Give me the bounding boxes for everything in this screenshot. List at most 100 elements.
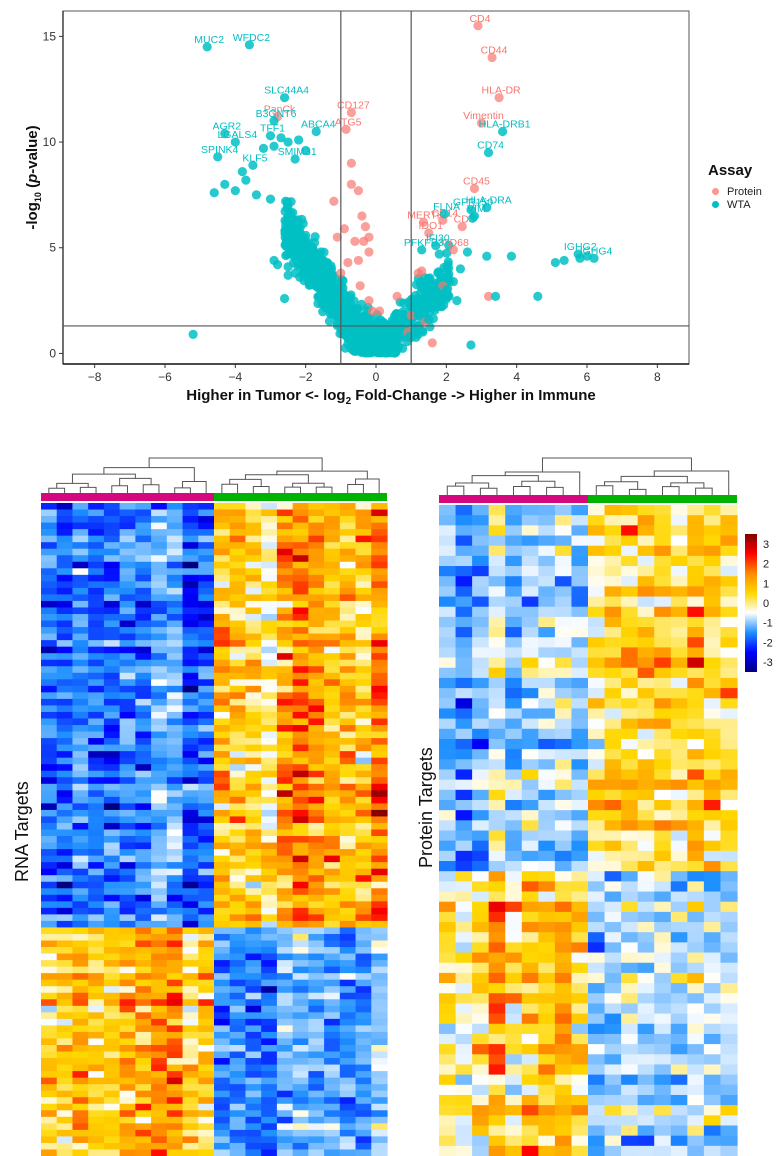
heatmap-cell	[472, 1135, 490, 1147]
heatmap-cell	[245, 718, 262, 726]
heatmap-cell	[355, 640, 372, 648]
heatmap-cell	[604, 952, 622, 964]
heatmap-cell	[654, 983, 672, 994]
heatmap-cell	[261, 849, 278, 857]
heatmap-cell	[245, 849, 262, 857]
heatmap-cell	[521, 911, 539, 923]
heatmap-cell	[654, 830, 672, 842]
heatmap-cell	[703, 1013, 722, 1025]
heatmap-cell	[554, 820, 573, 832]
heatmap-cell	[371, 607, 388, 615]
heatmap-cell	[324, 868, 341, 876]
heatmap-cell	[151, 907, 168, 915]
heatmap-cell	[56, 568, 74, 576]
heatmap-cell	[670, 718, 688, 730]
heatmap-cell	[488, 525, 506, 537]
heatmap-cell	[41, 940, 58, 948]
heatmap-cell	[88, 620, 105, 628]
heatmap-cell	[687, 810, 705, 821]
heatmap-cell	[654, 1145, 672, 1156]
heatmap-cell	[308, 894, 325, 902]
heatmap-cell	[292, 836, 309, 844]
heatmap-cell	[308, 1038, 325, 1046]
heatmap-cell	[151, 822, 168, 831]
heatmap-cell	[339, 685, 357, 693]
heatmap-cell	[355, 633, 372, 641]
heatmap-cell	[151, 979, 168, 987]
heatmap-cell	[308, 1123, 325, 1131]
heatmap-cell	[56, 796, 74, 804]
heatmap-cell	[371, 1031, 388, 1040]
heatmap-cell	[276, 711, 294, 720]
heatmap-cell	[292, 640, 309, 648]
heatmap-cell	[214, 725, 231, 733]
heatmap-cell	[72, 933, 89, 942]
heatmap-cell	[604, 738, 622, 750]
heatmap-cell	[56, 868, 74, 876]
heatmap-cell	[214, 920, 231, 929]
heatmap-cell	[119, 600, 136, 609]
wta-point	[424, 315, 434, 325]
heatmap-cell	[371, 796, 388, 804]
heatmap-cell	[571, 1054, 589, 1066]
heatmap-cell	[261, 698, 278, 707]
heatmap-cell	[151, 711, 168, 720]
heatmap-cell	[703, 647, 722, 659]
heatmap-cell	[654, 566, 672, 577]
heatmap-cell	[720, 993, 738, 1005]
heatmap-cell	[604, 576, 622, 587]
heatmap-cell	[72, 822, 89, 831]
heatmap-cell	[261, 947, 278, 955]
heatmap-cell	[292, 1084, 309, 1092]
heatmap-cell	[56, 836, 74, 844]
heatmap-cell	[151, 1136, 168, 1144]
heatmap-cell	[245, 555, 262, 563]
heatmap-cell	[135, 587, 152, 596]
heatmap-cell	[472, 627, 490, 638]
heatmap-cell	[505, 759, 523, 771]
heatmap-cell	[339, 1018, 357, 1026]
heatmap-cell	[308, 881, 325, 889]
heatmap-cell	[670, 1115, 688, 1127]
heatmap-cell	[687, 616, 705, 628]
heatmap-cell	[604, 901, 622, 913]
heatmap-cell	[308, 927, 325, 935]
heatmap-cell	[308, 1116, 325, 1124]
heatmap-cell	[41, 979, 58, 987]
heatmap-cell	[276, 953, 294, 961]
heatmap-cell	[588, 749, 606, 760]
heatmap-cell	[355, 529, 372, 537]
heatmap-cell	[56, 672, 74, 680]
heatmap-cell	[166, 757, 184, 765]
heatmap-cell	[135, 548, 152, 556]
heatmap-cell	[505, 983, 523, 994]
heatmap-cell	[521, 789, 539, 801]
heatmap-cell	[339, 516, 357, 524]
heatmap-cell	[554, 525, 573, 537]
heatmap-cell	[292, 1064, 309, 1072]
heatmap-cell	[621, 861, 639, 872]
heatmap-cell	[720, 810, 738, 821]
heatmap-cell	[214, 509, 231, 517]
heatmap-cell	[654, 932, 672, 943]
protein-point	[367, 306, 378, 316]
heatmap-cell	[135, 947, 152, 955]
heatmap-cell	[371, 907, 388, 915]
heatmap-cell	[538, 667, 556, 679]
heatmap-cell	[371, 822, 388, 831]
heatmap-cell	[371, 809, 388, 818]
heatmap-cell	[88, 999, 105, 1007]
heatmap-cell	[571, 718, 589, 730]
heatmap-cell	[720, 789, 738, 801]
heatmap-cell	[455, 881, 473, 893]
heatmap-cell	[72, 1136, 89, 1144]
heatmap-cell	[151, 1031, 168, 1040]
heatmap-cell	[654, 1054, 672, 1066]
heatmap-cell	[245, 770, 262, 778]
heatmap-cell	[455, 850, 473, 862]
heatmap-cell	[198, 875, 215, 883]
heatmap-cell	[261, 672, 278, 680]
heatmap-cell	[472, 1125, 490, 1137]
heatmap-cell	[276, 888, 294, 896]
heatmap-cell	[670, 830, 688, 842]
